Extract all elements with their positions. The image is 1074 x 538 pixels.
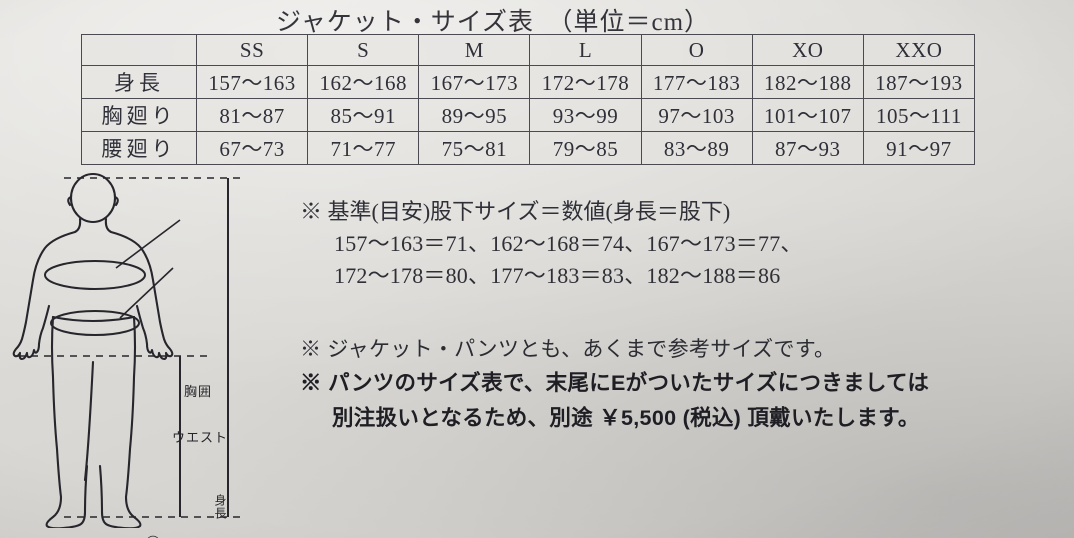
waist-label: ウエスト bbox=[172, 430, 229, 445]
height-label: 身長 bbox=[213, 494, 227, 520]
arm-right bbox=[104, 217, 174, 361]
leg-left bbox=[45, 315, 89, 528]
note-special-order-line-1: ※ パンツのサイズ表で、末尾にEがついたサイズにつきましては bbox=[300, 371, 930, 395]
cell-height-xxo: 187〜193 bbox=[862, 65, 976, 99]
head-shape bbox=[69, 172, 117, 224]
cell-chest-o: 97〜103 bbox=[640, 98, 753, 132]
hip-line bbox=[51, 315, 136, 323]
cell-height-s: 162〜168 bbox=[307, 65, 420, 99]
jacket-size-table: SS S M L O XO XXO 身長 157〜163 162〜168 167… bbox=[81, 34, 976, 165]
cell-chest-s: 85〜91 bbox=[307, 98, 420, 132]
note-special-order-line-2: 別注扱いとなるため、別途 ￥5,500 (税込) 頂戴いたします。 bbox=[332, 406, 920, 430]
column-header-xxo: XXO bbox=[862, 34, 976, 66]
cell-waist-o: 83〜89 bbox=[640, 131, 753, 165]
body-outline bbox=[12, 172, 174, 528]
cell-waist-s: 71〜77 bbox=[307, 131, 420, 165]
inseam-note-label: （足のつけ根より床まで） bbox=[144, 528, 160, 538]
body-figure-svg bbox=[12, 172, 244, 528]
cell-height-ss: 157〜163 bbox=[195, 65, 309, 99]
waist-leader-line bbox=[119, 267, 174, 319]
column-header-ss: SS bbox=[195, 34, 309, 66]
column-header-xo: XO bbox=[751, 34, 864, 66]
note-inseam-guide: ※ 基準(目安)股下サイズ＝数値(身長＝股下) 157〜163＝71、162〜1… bbox=[300, 196, 803, 292]
column-header-s: S bbox=[307, 34, 420, 66]
table-row: 胸廻り 81〜87 85〜91 89〜95 93〜99 97〜103 101〜1… bbox=[81, 98, 976, 132]
column-header-o: O bbox=[640, 34, 753, 66]
note-inseam-heading: ※ 基準(目安)股下サイズ＝数値(身長＝股下) bbox=[300, 199, 731, 224]
table-header-row: SS S M L O XO XXO bbox=[81, 34, 976, 66]
cell-waist-xxo: 91〜97 bbox=[862, 131, 976, 165]
row-label-waist: 腰廻り bbox=[81, 131, 197, 165]
row-label-chest: 胸廻り bbox=[81, 98, 197, 132]
body-measurement-diagram: 胸囲 ウエスト 身長 股下 （足のつけ根より床まで） bbox=[8, 172, 268, 538]
note-reference-size: ※ ジャケット・パンツとも、あくまで参考サイズです。 bbox=[300, 338, 836, 361]
cell-height-xo: 182〜188 bbox=[751, 65, 864, 99]
cell-waist-xo: 87〜93 bbox=[751, 131, 864, 165]
chest-measure-ellipse bbox=[44, 260, 146, 290]
table-row: 腰廻り 67〜73 71〜77 75〜81 79〜85 83〜89 87〜93 … bbox=[81, 131, 976, 165]
waist-measure-ellipse bbox=[50, 310, 140, 336]
cell-waist-ss: 67〜73 bbox=[195, 131, 309, 165]
column-header-l: L bbox=[529, 34, 642, 66]
note-inseam-line-2: 172〜178＝80、177〜183＝83、182〜188＝86 bbox=[334, 263, 781, 288]
chest-label: 胸囲 bbox=[184, 384, 213, 399]
cell-chest-ss: 81〜87 bbox=[195, 98, 309, 132]
cell-waist-l: 79〜85 bbox=[529, 131, 642, 165]
chest-leader-line bbox=[115, 219, 181, 269]
arm-left bbox=[12, 217, 82, 361]
table-corner-cell bbox=[81, 34, 197, 66]
ear-right bbox=[113, 195, 119, 207]
cell-chest-xxo: 105〜111 bbox=[862, 98, 976, 132]
cell-chest-m: 89〜95 bbox=[418, 98, 531, 132]
note-inseam-line-1: 157〜163＝71、162〜168＝74、167〜173＝77、 bbox=[334, 231, 803, 256]
cell-chest-xo: 101〜107 bbox=[751, 98, 864, 132]
ear-left bbox=[67, 195, 73, 207]
cell-height-l: 172〜178 bbox=[529, 65, 642, 99]
cell-height-m: 167〜173 bbox=[418, 65, 531, 99]
inner-leg-line bbox=[83, 360, 95, 482]
cell-chest-l: 93〜99 bbox=[529, 98, 642, 132]
cell-height-o: 177〜183 bbox=[640, 65, 753, 99]
table-row: 身長 157〜163 162〜168 167〜173 172〜178 177〜1… bbox=[81, 65, 976, 99]
row-label-height: 身長 bbox=[81, 65, 197, 99]
cell-waist-m: 75〜81 bbox=[418, 131, 531, 165]
leg-right bbox=[98, 315, 142, 528]
page-title: ジャケット・サイズ表 （単位＝cm） bbox=[276, 9, 711, 36]
column-header-m: M bbox=[418, 34, 531, 66]
note-special-order: ※ パンツのサイズ表で、末尾にEがついたサイズにつきましては 別注扱いとなるため… bbox=[300, 366, 929, 436]
